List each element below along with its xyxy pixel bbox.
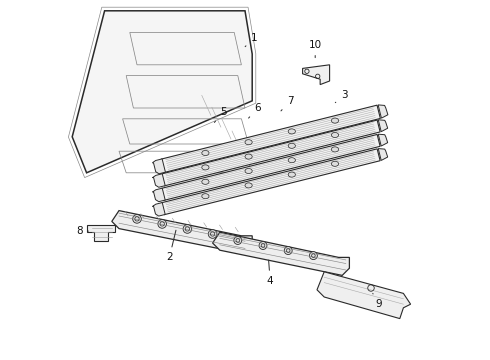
Polygon shape <box>303 65 330 85</box>
Polygon shape <box>152 203 165 216</box>
Polygon shape <box>161 120 380 186</box>
Circle shape <box>284 247 292 255</box>
Text: 5: 5 <box>215 107 227 122</box>
Circle shape <box>310 252 318 260</box>
Ellipse shape <box>202 165 209 170</box>
Polygon shape <box>152 188 165 202</box>
Text: 8: 8 <box>76 226 88 236</box>
Polygon shape <box>72 11 252 173</box>
Polygon shape <box>87 225 116 241</box>
Ellipse shape <box>331 147 339 152</box>
Ellipse shape <box>245 183 252 188</box>
Ellipse shape <box>331 132 339 138</box>
Polygon shape <box>161 149 380 215</box>
Circle shape <box>234 237 242 244</box>
Polygon shape <box>152 174 165 187</box>
Ellipse shape <box>288 158 295 163</box>
Polygon shape <box>378 149 388 161</box>
Polygon shape <box>317 272 411 319</box>
Ellipse shape <box>288 129 295 134</box>
Text: 3: 3 <box>335 90 347 103</box>
Polygon shape <box>161 134 380 200</box>
Polygon shape <box>152 159 166 174</box>
Ellipse shape <box>245 168 252 174</box>
Ellipse shape <box>331 161 339 166</box>
Ellipse shape <box>288 172 295 177</box>
Ellipse shape <box>331 118 339 123</box>
Text: 6: 6 <box>248 103 261 118</box>
Circle shape <box>259 242 267 249</box>
Polygon shape <box>378 105 388 118</box>
Polygon shape <box>378 134 388 146</box>
Text: 2: 2 <box>166 230 176 262</box>
Circle shape <box>133 215 141 223</box>
Ellipse shape <box>245 154 252 159</box>
Ellipse shape <box>245 140 252 145</box>
Text: 10: 10 <box>309 40 322 58</box>
Circle shape <box>208 230 217 238</box>
Polygon shape <box>161 105 380 172</box>
Circle shape <box>183 225 192 233</box>
Ellipse shape <box>202 150 209 156</box>
Text: 9: 9 <box>373 293 382 309</box>
Ellipse shape <box>202 194 209 199</box>
Polygon shape <box>378 120 388 132</box>
Circle shape <box>158 220 167 228</box>
Text: 1: 1 <box>245 33 257 47</box>
Polygon shape <box>112 211 252 254</box>
Text: 4: 4 <box>267 260 273 286</box>
Polygon shape <box>213 232 349 275</box>
Ellipse shape <box>202 179 209 184</box>
Ellipse shape <box>288 143 295 148</box>
Text: 7: 7 <box>281 96 294 111</box>
